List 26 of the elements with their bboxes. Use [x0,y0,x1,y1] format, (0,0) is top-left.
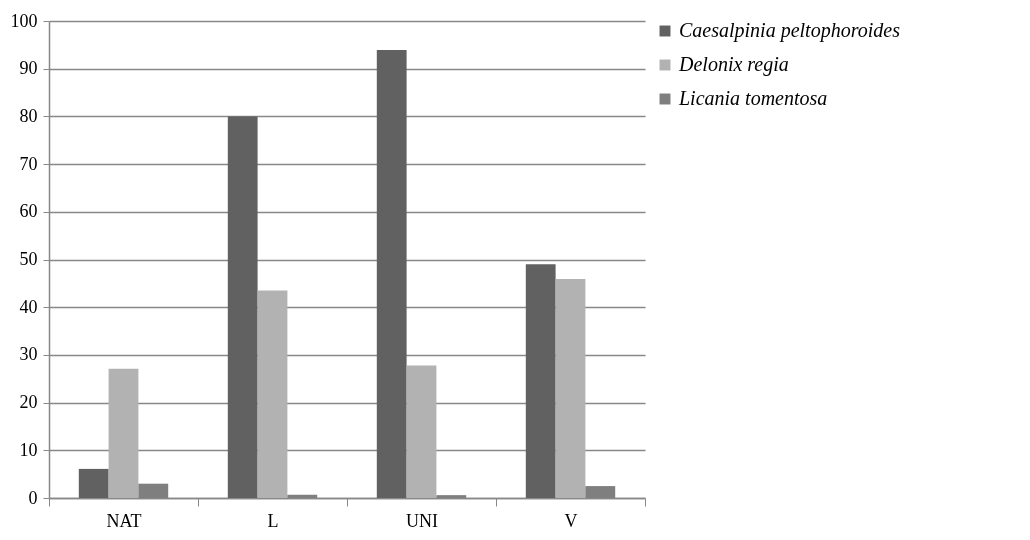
x-tick-label: V [564,510,578,531]
bar [108,368,139,498]
bar [257,290,288,498]
bar [376,50,407,498]
y-tick-label: 100 [10,10,38,31]
y-tick-label: 0 [28,487,38,508]
y-tick-label: 10 [19,439,38,460]
y-tick-label: 60 [19,201,38,222]
y-tick-label: 90 [19,58,38,79]
bar [406,365,437,498]
bar [227,116,258,498]
bar [78,468,109,498]
y-tick-label: 20 [19,392,38,413]
legend-label: Caesalpinia peltophoroides [679,19,901,42]
bar [525,264,556,498]
x-tick-label: NAT [106,510,142,531]
bar [555,279,586,498]
x-tick-label: UNI [406,510,438,531]
legend-label: Licania tomentosa [678,87,828,109]
x-tick-label: L [267,510,279,531]
y-tick-label: 40 [19,296,38,317]
legend-label: Delonix regia [678,53,789,76]
y-tick-label: 30 [19,344,38,365]
y-tick-label: 80 [19,105,38,126]
y-tick-label: 50 [19,249,38,269]
y-tick-label: 70 [19,153,38,174]
